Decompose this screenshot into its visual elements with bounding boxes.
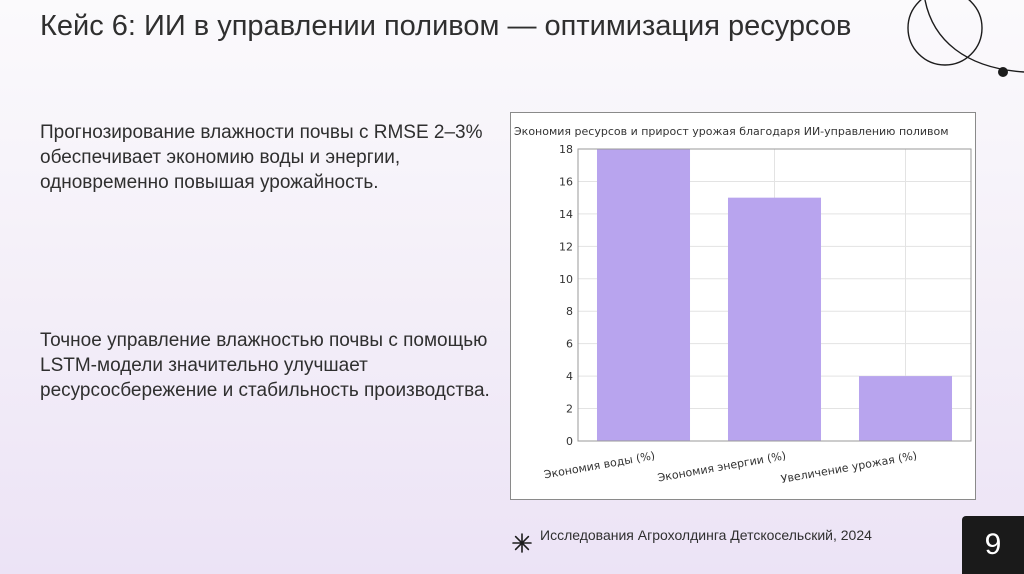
y-tick-label: 2: [566, 403, 573, 416]
bar-1: [596, 149, 691, 441]
bar-2: [727, 197, 822, 441]
paragraph-forecast: Прогнозирование влажности почвы с RMSE 2…: [40, 122, 483, 193]
slide-title: Кейс 6: ИИ в управлении поливом — оптими…: [40, 10, 852, 42]
chart-container: Экономия ресурсов и прирост урожая благо…: [510, 112, 976, 500]
x-category-label: Экономия энергии (%): [657, 449, 787, 484]
x-category-label: Увеличение урожая (%): [780, 449, 918, 486]
y-tick-label: 6: [566, 338, 573, 351]
y-tick-label: 12: [559, 240, 573, 253]
y-tick-label: 0: [566, 435, 573, 448]
y-tick-label: 14: [559, 208, 573, 221]
circle-line-decoration-icon: [907, 0, 1024, 77]
y-tick-label: 10: [559, 273, 573, 286]
bar-chart: Экономия ресурсов и прирост урожая благо…: [514, 125, 972, 486]
chart-title: Экономия ресурсов и прирост урожая благо…: [514, 125, 949, 138]
bar-3: [858, 376, 953, 441]
plot-frame: [577, 148, 972, 442]
sparkle-star-icon: [512, 533, 532, 553]
y-tick-label: 8: [566, 305, 573, 318]
paragraph-lstm: Точное управление влажностью почвы с пом…: [40, 330, 490, 401]
page-number: 9: [962, 516, 1024, 574]
footer-source: Исследования Агрохолдинга Детскосельский…: [540, 527, 872, 543]
x-category-label: Экономия воды (%): [543, 449, 656, 481]
y-tick-label: 16: [559, 175, 573, 188]
y-tick-label: 18: [559, 143, 573, 156]
y-tick-label: 4: [566, 370, 573, 383]
